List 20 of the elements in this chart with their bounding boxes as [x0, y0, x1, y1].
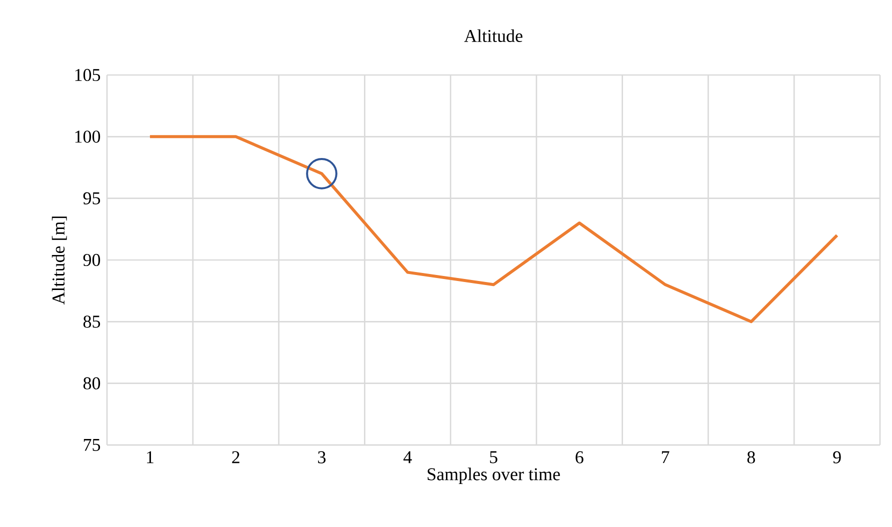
chart-title: Altitude [464, 29, 522, 42]
x-tick-label: 3 [318, 451, 326, 464]
x-tick-label: 5 [490, 451, 498, 464]
x-tick-label: 1 [147, 451, 154, 464]
y-tick-label: 90 [83, 254, 100, 266]
x-tick-label: 9 [833, 451, 841, 464]
x-tick-label: 6 [576, 451, 584, 464]
x-tick-label: 4 [403, 451, 412, 464]
x-axis-title: Samples over time [428, 468, 560, 484]
y-tick-label: 100 [75, 130, 100, 143]
y-tick-label: 75 [84, 439, 100, 451]
x-tick-label: 7 [662, 451, 670, 464]
y-tick-label: 80 [83, 377, 100, 390]
y-tick-label: 85 [83, 316, 100, 328]
line-series [148, 135, 839, 324]
x-tick-label: 8 [747, 451, 755, 464]
y-tick-label: 95 [83, 192, 100, 204]
y-tick-label: 105 [75, 68, 100, 82]
y-axis-title: Altitude [m] [52, 216, 67, 305]
x-tick-label: 2 [232, 451, 240, 464]
